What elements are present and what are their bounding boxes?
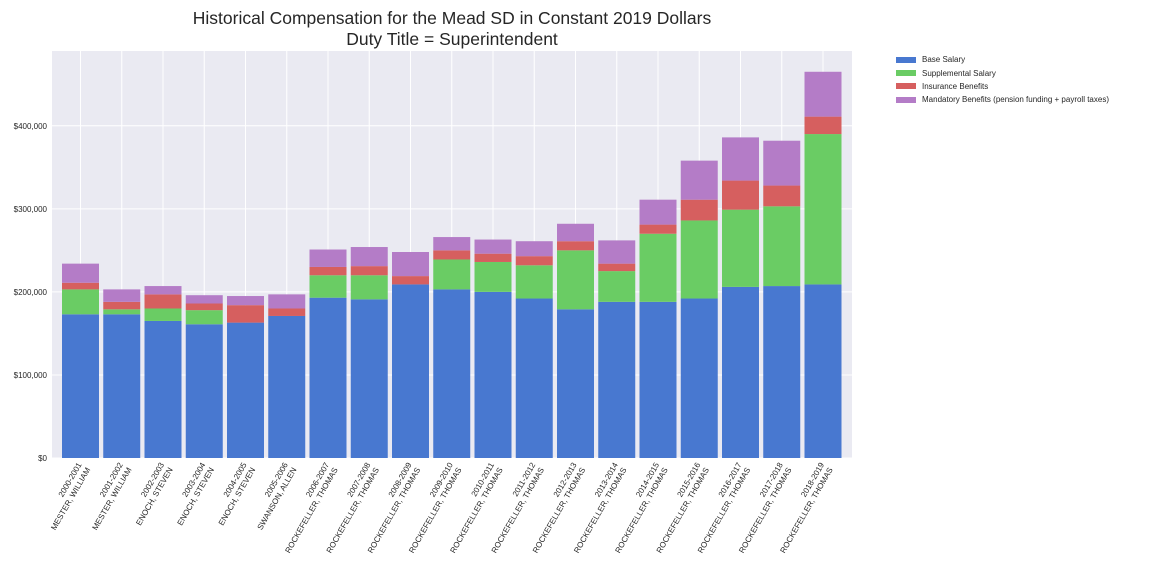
bar-base-salary <box>639 301 677 458</box>
bar-insurance-benefits <box>144 294 182 309</box>
chart-title-main: Historical Compensation for the Mead SD … <box>192 8 712 28</box>
bar-supplemental-salary <box>722 209 759 287</box>
bar-mandatory-benefits <box>680 160 718 200</box>
bar-base-salary <box>103 314 141 458</box>
bar-mandatory-benefits <box>309 249 347 267</box>
bars <box>62 71 842 458</box>
bar-base-salary <box>268 315 306 458</box>
y-tick-label: $100,000 <box>14 371 48 380</box>
bar-insurance-benefits <box>763 185 801 207</box>
bar-mandatory-benefits <box>392 252 429 277</box>
bar-base-salary <box>474 291 512 458</box>
bar-mandatory-benefits <box>227 296 264 306</box>
bar-supplemental-salary <box>103 309 141 315</box>
legend: Base Salary Supplemental Salary Insurance … <box>896 53 1109 107</box>
y-tick-label: $0 <box>38 454 47 463</box>
bar-mandatory-benefits <box>103 289 141 302</box>
bar-insurance-benefits <box>598 263 636 272</box>
bar-insurance-benefits <box>680 199 718 221</box>
bar-base-salary <box>763 286 801 458</box>
bar-mandatory-benefits <box>185 295 223 304</box>
bar-insurance-benefits <box>515 256 553 266</box>
legend-item: Supplemental Salary <box>896 66 1109 79</box>
bar-supplemental-salary <box>185 310 223 325</box>
bar-supplemental-salary <box>350 275 388 300</box>
bar-base-salary <box>392 284 429 458</box>
bar-insurance-benefits <box>268 308 306 316</box>
bar-mandatory-benefits <box>474 239 512 254</box>
bar-supplemental-salary <box>474 261 512 292</box>
legend-swatch <box>896 56 916 63</box>
bar-insurance-benefits <box>433 250 471 260</box>
bar-insurance-benefits <box>392 276 429 285</box>
bar-supplemental-salary <box>598 271 636 302</box>
bar-base-salary <box>144 320 182 458</box>
y-axis-ticks: $0 $100,000 $200,000 $300,000 $400,000 <box>14 122 48 463</box>
chart-subtitle: Duty Title = Superintendent <box>346 29 558 49</box>
bar-insurance-benefits <box>557 241 594 251</box>
bar-mandatory-benefits <box>639 199 677 225</box>
bar-mandatory-benefits <box>598 240 636 264</box>
bar-mandatory-benefits <box>433 237 471 251</box>
bar-insurance-benefits <box>474 253 512 262</box>
bar-mandatory-benefits <box>515 241 553 257</box>
bar-insurance-benefits <box>639 224 677 234</box>
legend-item: Mandatory Benefits (pension funding + pa… <box>896 93 1109 106</box>
bar-insurance-benefits <box>103 301 141 310</box>
bar-mandatory-benefits <box>268 294 306 309</box>
bar-mandatory-benefits <box>763 140 801 186</box>
bar-mandatory-benefits <box>722 137 759 181</box>
legend-swatch <box>896 70 916 77</box>
legend-item: Insurance Benefits <box>896 80 1109 93</box>
bar-supplemental-salary <box>515 265 553 299</box>
bar-insurance-benefits <box>309 266 347 276</box>
y-tick-label: $300,000 <box>14 205 48 214</box>
bar-insurance-benefits <box>185 303 223 311</box>
bar-mandatory-benefits <box>804 71 842 117</box>
bar-insurance-benefits <box>722 180 759 210</box>
bar-base-salary <box>433 289 471 458</box>
bar-base-salary <box>804 284 842 458</box>
legend-label: Insurance Benefits <box>922 81 989 91</box>
bar-supplemental-salary <box>680 220 718 299</box>
bar-base-salary <box>62 314 99 458</box>
chart-title: Historical Compensation for the Mead SD … <box>52 8 852 50</box>
bar-insurance-benefits <box>804 116 842 135</box>
bar-insurance-benefits <box>350 266 388 276</box>
bar-base-salary <box>557 309 594 458</box>
bar-supplemental-salary <box>639 233 677 302</box>
bar-insurance-benefits <box>227 305 264 323</box>
bar-mandatory-benefits <box>350 247 388 267</box>
bar-base-salary <box>680 298 718 458</box>
bar-base-salary <box>185 324 223 458</box>
bar-base-salary <box>598 301 636 458</box>
legend-label: Mandatory Benefits (pension funding + pa… <box>922 95 1109 105</box>
bar-mandatory-benefits <box>62 263 99 283</box>
bar-supplemental-salary <box>804 134 842 285</box>
bar-supplemental-salary <box>62 289 99 315</box>
y-tick-label: $200,000 <box>14 288 48 297</box>
legend-swatch <box>896 83 916 90</box>
y-tick-label: $400,000 <box>14 122 48 131</box>
bar-base-salary <box>515 298 553 458</box>
legend-item: Base Salary <box>896 53 1109 66</box>
bar-supplemental-salary <box>144 308 182 321</box>
bar-base-salary <box>722 286 759 458</box>
bar-base-salary <box>309 297 347 458</box>
bar-supplemental-salary <box>309 275 347 298</box>
legend-swatch <box>896 96 916 103</box>
bar-mandatory-benefits <box>557 223 594 242</box>
bar-supplemental-salary <box>557 250 594 310</box>
bar-base-salary <box>350 299 388 458</box>
bar-insurance-benefits <box>62 282 99 290</box>
bar-mandatory-benefits <box>144 286 182 295</box>
bar-base-salary <box>227 322 264 458</box>
bar-supplemental-salary <box>763 206 801 287</box>
legend-label: Base Salary <box>922 55 966 65</box>
legend-label: Supplemental Salary <box>922 68 996 78</box>
bar-supplemental-salary <box>433 259 471 290</box>
